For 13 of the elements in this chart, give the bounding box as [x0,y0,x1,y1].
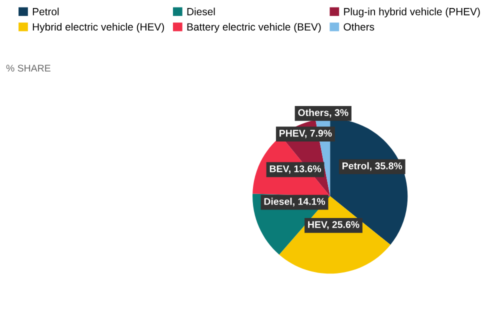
legend-label: Plug-in hybrid vehicle (PHEV) [344,8,480,18]
legend-label: Petrol [32,8,59,16]
data-label: Diesel, 14.1% [264,198,326,206]
legend-label: Battery electric vehicle (BEV) [187,22,321,33]
data-label: HEV, 25.6% [308,221,360,230]
legend-label: Diesel [187,8,215,16]
data-label: Petrol, 35.8% [342,162,402,171]
data-label: PHEV, 7.9% [280,130,332,138]
text: % SHARE [6,64,50,72]
data-label: BEV, 13.6% [270,165,322,174]
legend-label: Hybrid electric vehicle (HEV) [32,22,164,33]
legend-label: Others [344,22,374,31]
data-label: Others, 3% [298,108,348,118]
